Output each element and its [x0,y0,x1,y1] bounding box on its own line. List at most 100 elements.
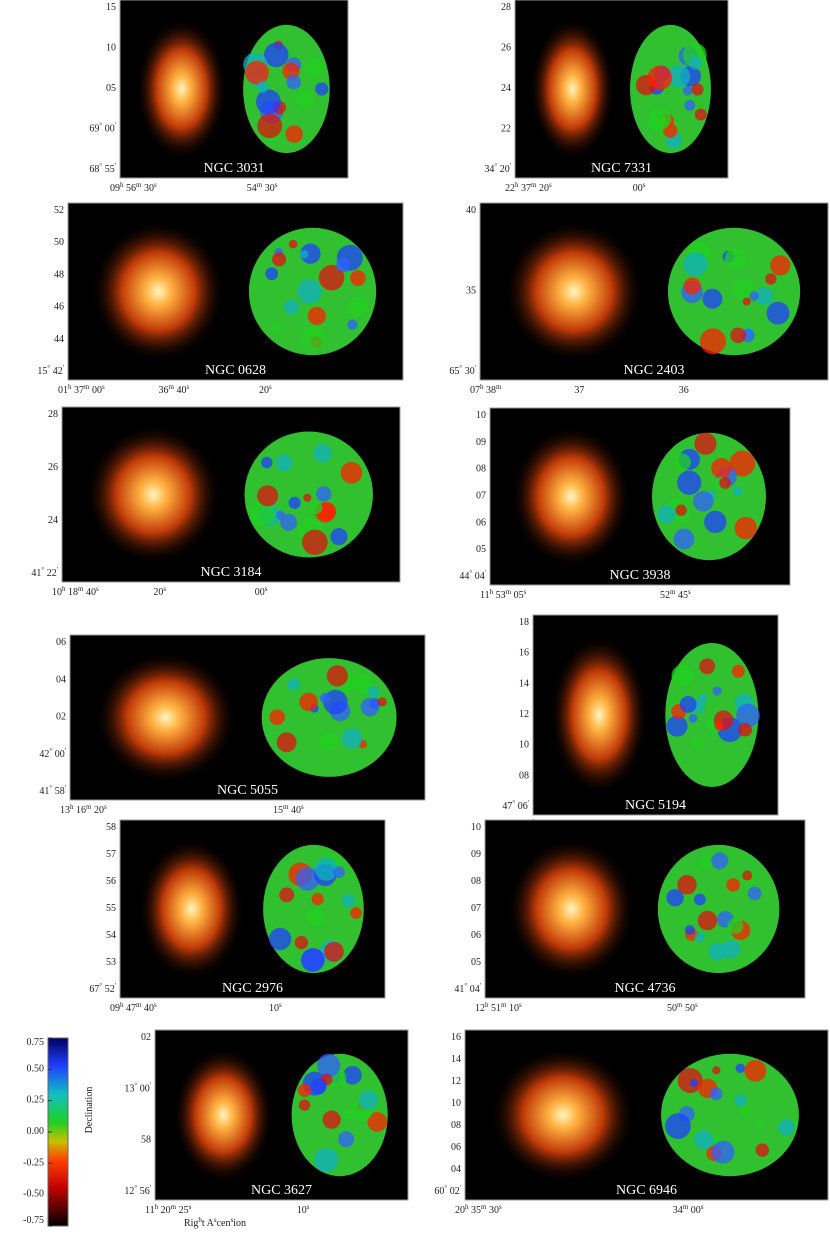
map-blob [704,510,727,534]
map-blob [275,454,293,472]
map-blob [691,83,704,96]
map-blob [698,693,708,703]
map-blob [272,252,287,267]
dec-tick-label: 09 [471,849,481,860]
map-blob [684,925,695,935]
ra-tick-label: 13h 16m 20s [60,803,107,817]
dec-tick-label: 24 [48,515,58,526]
dec-tick-label: 22 [501,124,511,135]
ra-tick-label: 36m 40s [159,383,190,397]
dec-tick-label: 40 [466,205,476,216]
dec-tick-label: 48 [54,270,64,281]
map-blob [300,948,325,972]
map-blob [269,709,285,726]
panel-label: NGC 5055 [217,783,278,798]
map-blob [709,1087,723,1101]
dec-tick-label: 05 [471,957,481,968]
dec-tick-label: 53 [106,957,116,968]
dec-tick-label: 60° 02' [434,1184,461,1198]
map-blob [257,113,283,139]
dec-tick-label: 69° 00' [89,121,116,135]
ra-tick-label: 34m 00s [673,1203,704,1217]
dec-tick-label: 06 [56,637,66,648]
map-blob [749,291,759,301]
dec-tick-label: 13° 00' [124,1081,151,1095]
map-blob [673,453,691,472]
map-blob [677,874,697,895]
galaxy-image [85,424,221,565]
map-blob [340,461,363,484]
galaxy-image [172,1047,274,1183]
dec-tick-label: 05 [106,83,116,94]
galaxy-image [507,837,636,981]
dec-tick-label: 04 [451,1164,461,1175]
map-blob [747,886,762,901]
colorbar-tick-label: -0.75 [23,1215,44,1226]
ra-tick-label: 54m 30s [247,181,278,195]
ra-tick-label: 15m 40s [273,803,304,817]
panel-label: NGC 3627 [251,1183,312,1198]
panel: NGC 3627 02 13° 00' 58 12° 56' 11h 20m 25s 10s [124,1029,409,1217]
colorbar-tick-label: 0.50 [27,1064,45,1075]
map-blob [673,528,695,550]
dec-tick-label: 10 [519,740,529,751]
map-blob [333,866,345,879]
colorbar-tick-label: -0.25 [23,1158,44,1169]
panel-label: NGC 5194 [625,798,686,813]
dec-tick-label: 67° 52' [89,982,116,996]
map-blob [315,82,329,96]
dec-tick-label: 55 [106,903,116,914]
dec-tick-label: 68° 55' [89,162,116,176]
map-blob [350,907,362,919]
map-blob [367,1111,388,1132]
map-blob [735,1063,746,1073]
map-blob [283,299,300,315]
dec-tick-label: 52 [54,205,64,216]
map-blob [299,692,318,712]
ra-tick-label: 00s [633,181,646,195]
map-blob [257,485,279,507]
x-axis-label: Right Ascension [184,1216,246,1230]
map-blob [730,327,746,344]
map-blob [755,1143,770,1157]
colorbar-tick-label: 0.00 [27,1126,45,1137]
map-blob [367,686,380,698]
y-axis-label: Declination [84,1087,95,1134]
map-blob [302,529,328,556]
ra-tick-label: 52m 45s [660,588,691,602]
ra-tick-label: 10s [269,1001,282,1015]
ra-tick-label: 10h 18m 40s [52,585,99,599]
map-blob [727,918,744,934]
dec-tick-label: 18 [519,617,529,628]
panel: NGC 6946 16 14 12 10 08 06 04 60° 02' 20h 35m 30s… [434,1029,829,1217]
dec-tick-label: 06 [476,518,486,529]
dec-tick-label: 06 [471,930,481,941]
ra-tick-label: 11h 20m 25s [145,1203,192,1217]
map-blob [734,516,757,540]
map-blob [719,477,732,489]
dec-tick-label: 12 [519,709,529,720]
map-blob [318,264,345,291]
map-blob [677,1068,703,1094]
map-blob [657,505,676,524]
panel-label: NGC 3938 [609,568,670,583]
map-blob [712,1066,721,1075]
dec-tick-label: 26 [501,43,511,54]
panel-label: NGC 3031 [203,161,264,176]
dec-tick-label: 08 [519,771,529,782]
panel: NGC 2976 58 57 56 55 54 53 67° 52' 09h 47m 40s 10… [89,819,386,1015]
ra-tick-label: 36 [679,385,689,396]
dec-tick-label: 41° 58' [39,784,66,798]
map-blob [298,1099,311,1111]
map-blob [691,737,704,750]
dec-tick-label: 34° 20' [484,162,511,176]
panel: NGC 0628 52 50 48 46 44 15° 42' 01h 37m 00s 36m … [37,202,404,397]
map-blob [309,501,323,515]
galaxy-image [504,220,644,363]
map-blob [666,715,688,737]
dec-tick-label: 14 [519,679,529,690]
map-blob [314,857,338,881]
map-blob [742,297,751,306]
map-blob [347,296,368,318]
